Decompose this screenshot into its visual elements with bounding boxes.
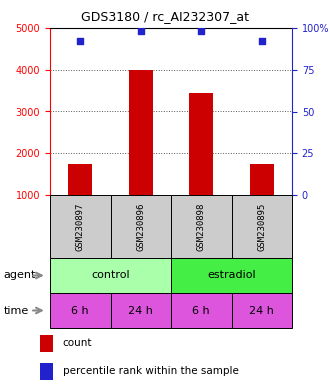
Point bbox=[259, 38, 264, 45]
Text: 6 h: 6 h bbox=[192, 306, 210, 316]
Text: 24 h: 24 h bbox=[249, 306, 274, 316]
Text: agent: agent bbox=[3, 270, 36, 280]
Bar bbox=[171, 293, 232, 328]
Bar bbox=[50, 293, 111, 328]
Point bbox=[199, 28, 204, 35]
Bar bbox=[232, 195, 292, 258]
Text: percentile rank within the sample: percentile rank within the sample bbox=[63, 366, 239, 376]
Point bbox=[78, 38, 83, 45]
Bar bbox=[250, 164, 274, 237]
Text: GSM230895: GSM230895 bbox=[257, 202, 266, 251]
Point bbox=[138, 28, 144, 35]
Bar bbox=[111, 293, 171, 328]
Text: GSM230898: GSM230898 bbox=[197, 202, 206, 251]
Bar bbox=[40, 335, 53, 351]
Text: 6 h: 6 h bbox=[71, 306, 89, 316]
Text: 24 h: 24 h bbox=[128, 306, 153, 316]
Text: GDS3180 / rc_AI232307_at: GDS3180 / rc_AI232307_at bbox=[81, 10, 249, 23]
Bar bbox=[40, 363, 53, 379]
Bar bbox=[50, 258, 171, 293]
Text: control: control bbox=[91, 270, 130, 280]
Bar bbox=[232, 293, 292, 328]
Bar bbox=[50, 195, 111, 258]
Bar bbox=[111, 195, 171, 258]
Text: GSM230896: GSM230896 bbox=[136, 202, 145, 251]
Bar bbox=[68, 164, 92, 237]
Bar bbox=[129, 70, 153, 237]
Text: count: count bbox=[63, 338, 92, 348]
Bar bbox=[171, 258, 292, 293]
Bar bbox=[171, 195, 232, 258]
Text: GSM230897: GSM230897 bbox=[76, 202, 85, 251]
Bar bbox=[189, 93, 214, 237]
Text: time: time bbox=[3, 306, 29, 316]
Text: estradiol: estradiol bbox=[207, 270, 256, 280]
